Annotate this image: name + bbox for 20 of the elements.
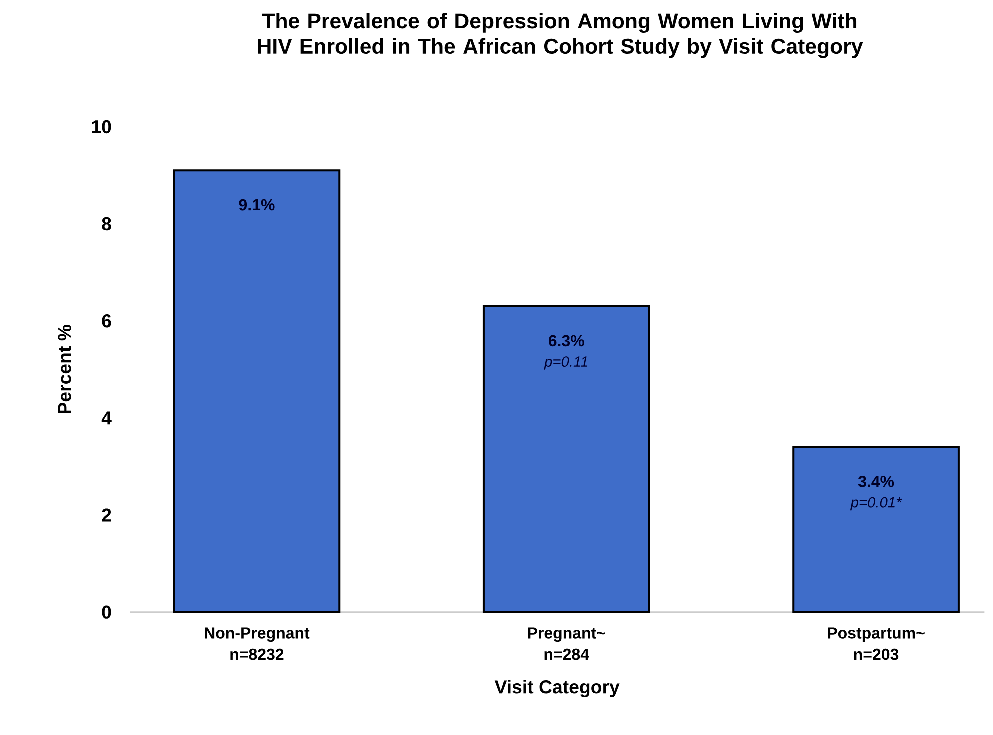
chart-title: The Prevalence of Depression Among Women Living With HIV Enrolled in The African Cohort Study by Visit Category — [258, 13, 864, 58]
data-label: 9.1% — [239, 199, 275, 211]
bar — [173, 170, 341, 614]
x-tick-label: Postpartum~ n=203 — [828, 628, 925, 660]
y-axis-title: Percent % — [58, 325, 72, 414]
y-tick-label: 0 — [102, 606, 112, 619]
annotation: p=0.01* — [850, 497, 902, 511]
x-tick-label: Pregnant~ n=284 — [528, 628, 606, 660]
x-tick-label: Non-Pregnant n=8232 — [205, 628, 310, 660]
bar — [482, 306, 650, 614]
x-axis-title: Visit Category — [494, 680, 620, 698]
y-tick-label: 2 — [102, 508, 112, 522]
y-tick-label: 10 — [92, 120, 112, 134]
y-tick-label: 6 — [102, 314, 112, 328]
data-label: 6.3% — [548, 335, 584, 347]
bar — [792, 446, 960, 614]
y-tick-label: 8 — [102, 217, 112, 231]
annotation: p=0.11 — [544, 356, 588, 370]
y-tick-label: 4 — [102, 412, 112, 425]
data-label: 3.4% — [858, 476, 894, 488]
